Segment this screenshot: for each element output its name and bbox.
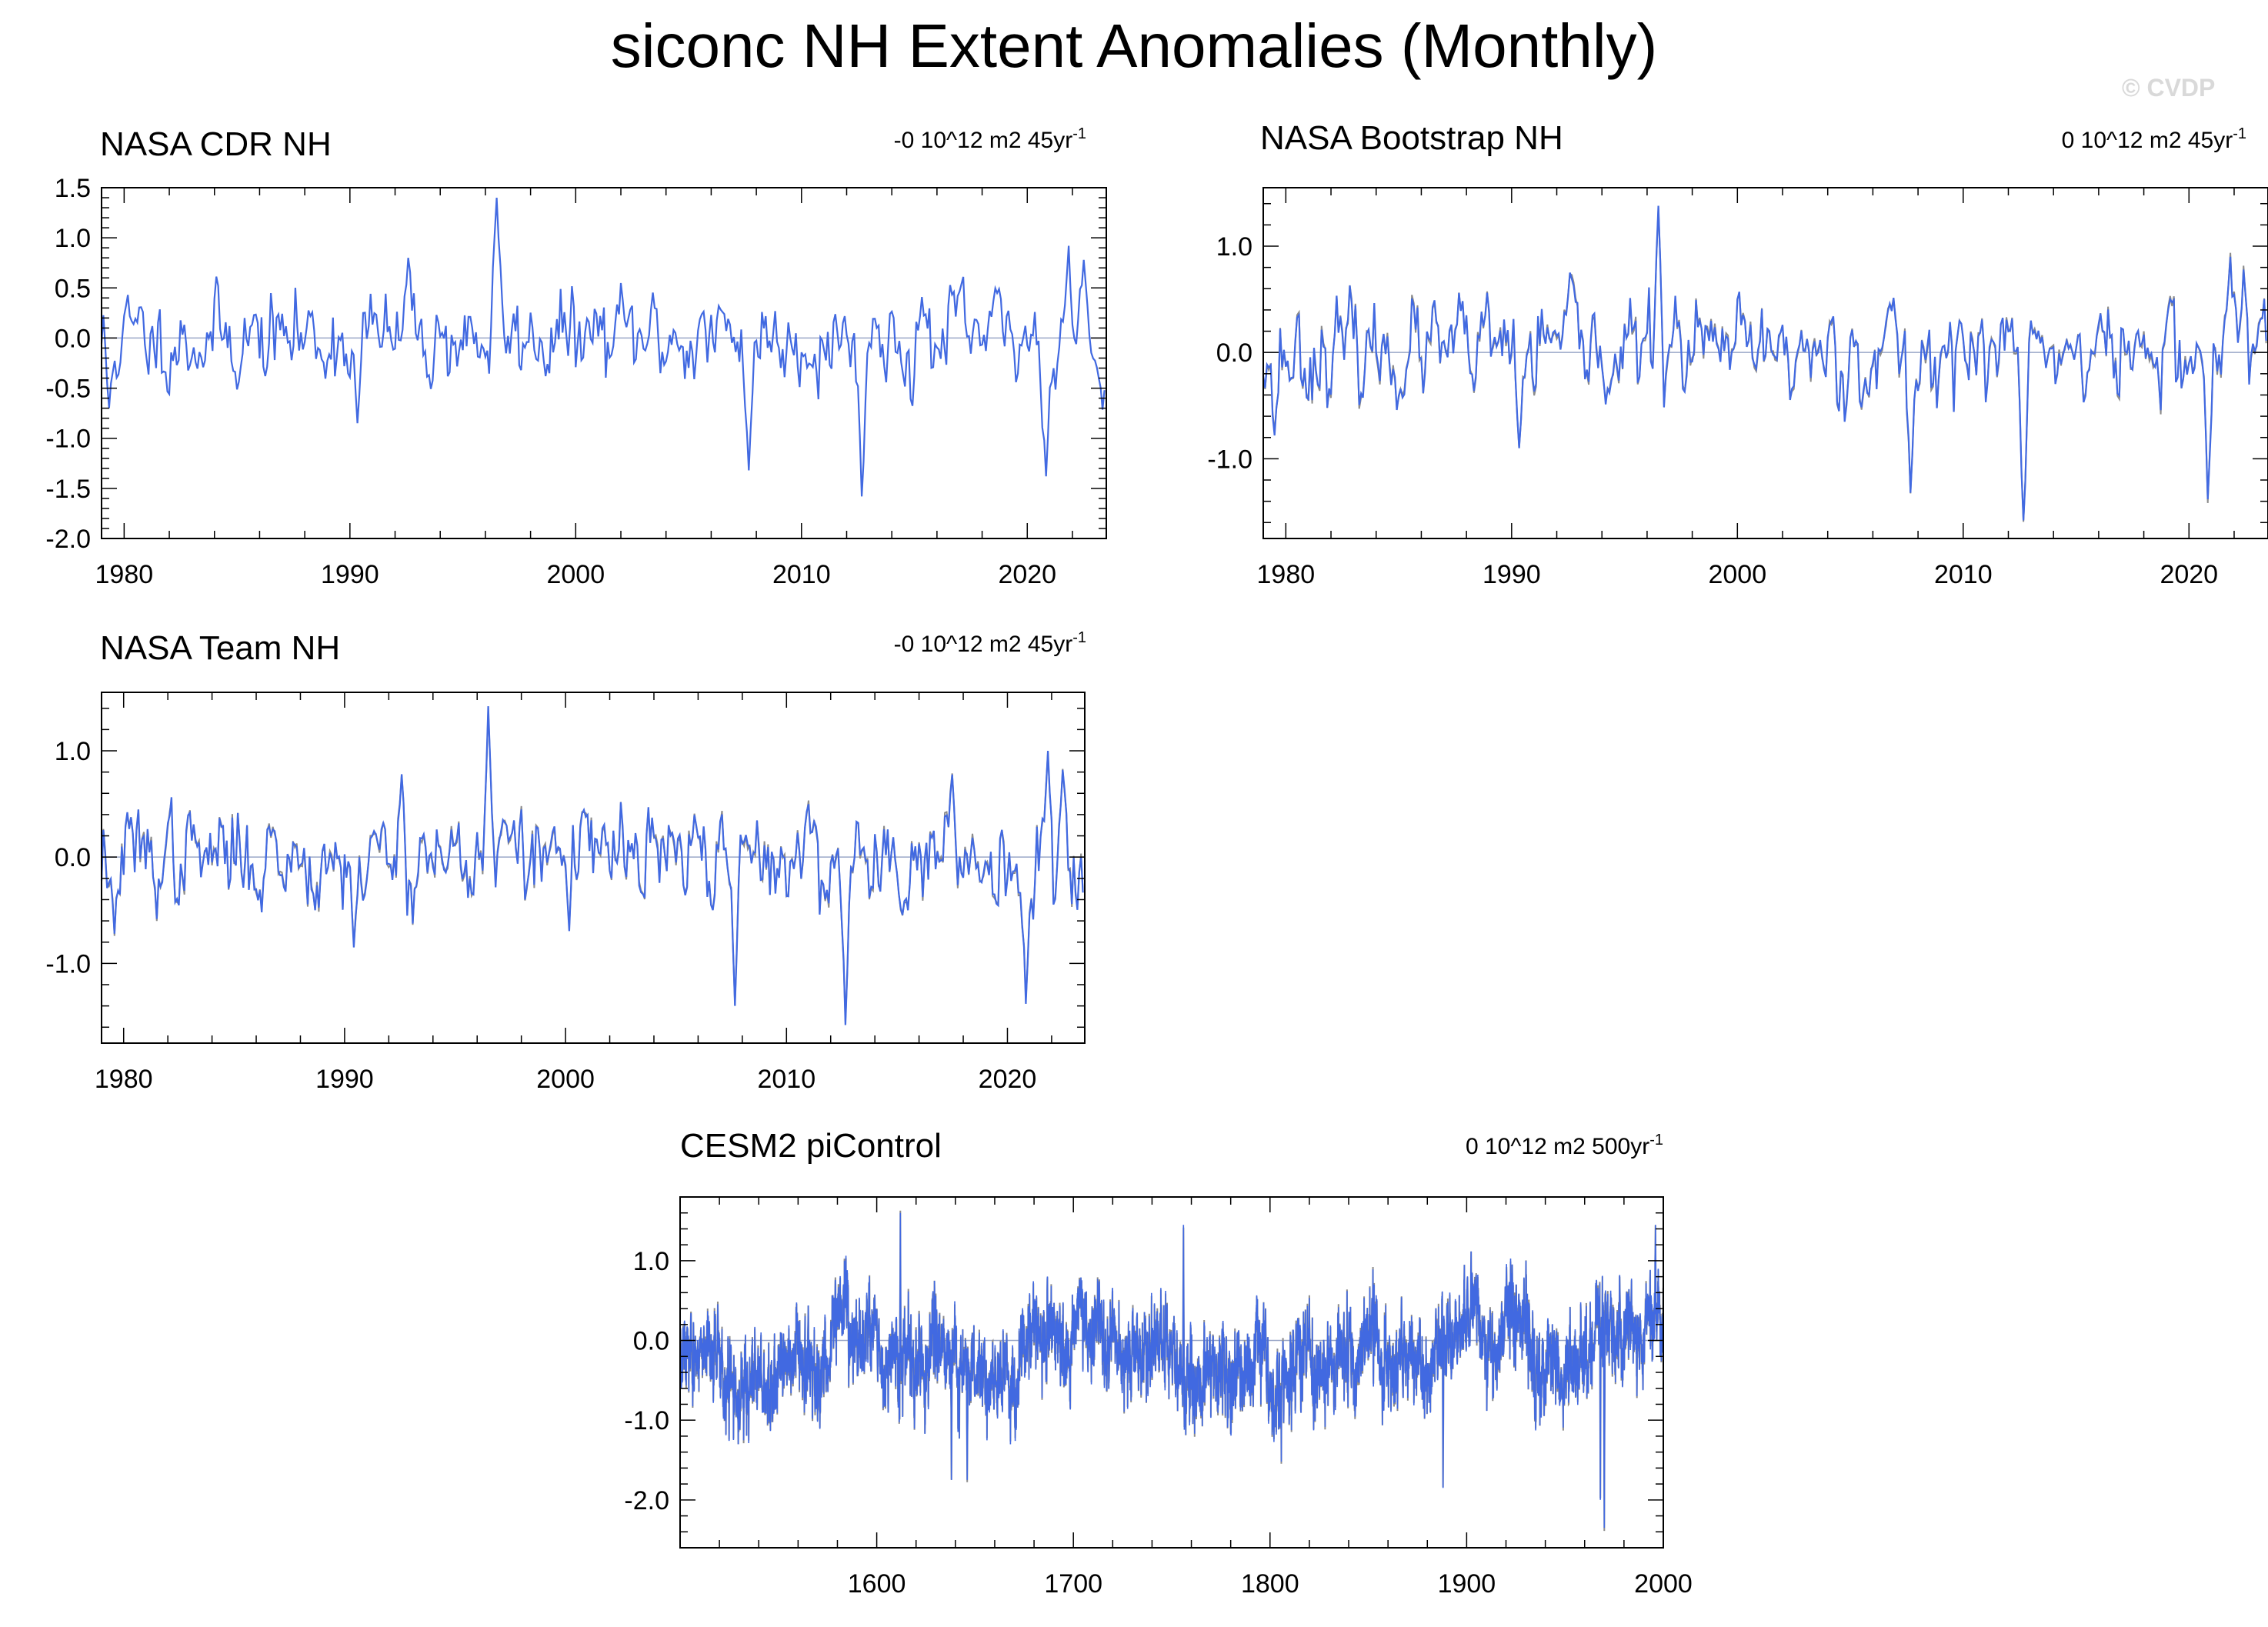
y-tick-label: -2.0 [624,1486,669,1515]
y-tick-label: -1.0 [45,425,91,454]
plot-frame [1262,187,2268,539]
x-tick-label: 2020 [998,560,1056,589]
series-line [1262,205,2267,521]
x-tick-label: 2000 [536,1065,595,1094]
y-tick-label: 1.0 [1216,232,1252,262]
x-tick-label: 1990 [315,1065,374,1094]
x-tick-label: 1600 [848,1569,906,1599]
panel-title: NASA Team NH [100,629,340,667]
panel-trend-label: 0 10^12 m2 500yr-1 [1466,1132,1663,1159]
x-tick-label: 1800 [1241,1569,1299,1599]
x-tick-label: 2020 [979,1065,1037,1094]
panel-title: NASA Bootstrap NH [1260,119,1563,157]
x-tick-label: 1900 [1438,1569,1496,1599]
plot-frame [101,692,1086,1044]
x-tick-label: 1980 [95,1065,153,1094]
series-line [100,197,1106,497]
x-tick-label: 2020 [2160,560,2218,589]
y-tick-label: 1.0 [55,224,91,253]
y-tick-label: -1.0 [45,949,91,979]
x-tick-label: 1700 [1044,1569,1102,1599]
series-line [100,705,1084,1025]
panel-trend-label: 0 10^12 m2 45yr-1 [2062,125,2246,153]
chart-panel-2: NASA Bootstrap NH 0 10^12 m2 45yr-1 1.0 0.0… [1207,119,2268,589]
x-tick-label: 1990 [321,560,379,589]
plot-frame [101,187,1107,539]
x-tick-label: 1980 [95,560,154,589]
chart-panel-4: CESM2 piControl 0 10^12 m2 500yr-1 1.0 0.0 -… [624,1127,1692,1599]
watermark: © CVDP [2122,74,2216,102]
page-title: siconc NH Extent Anomalies (Monthly) [610,12,1658,80]
y-tick-label: 1.0 [633,1247,669,1276]
x-tick-label: 1990 [1483,560,1541,589]
series-line [679,1212,1664,1529]
y-tick-label: -1.0 [1207,445,1252,474]
y-tick-label: 0.0 [1216,338,1252,368]
chart-panel-3: NASA Team NH -0 10^12 m2 45yr-1 1.0 0.0 -1.0… [45,629,1086,1094]
y-tick-label: 0.0 [633,1327,669,1356]
x-tick-label: 2010 [1934,560,1993,589]
y-tick-label: 1.5 [55,174,91,203]
y-tick-label: -1.0 [624,1406,669,1435]
y-tick-label: -2.0 [45,525,91,554]
panel-trend-label: -0 10^12 m2 45yr-1 [894,629,1086,657]
chart-panel-1: NASA CDR NH -0 10^12 m2 45yr-1 1.5 1.0 0.5 0.… [45,125,1107,589]
y-tick-label: -0.5 [45,375,91,404]
panel-title: NASA CDR NH [100,125,332,163]
y-tick-label: 0.0 [55,324,91,353]
x-tick-label: 1980 [1257,560,1316,589]
x-tick-label: 2000 [1634,1569,1693,1599]
y-tick-label: 0.0 [55,843,91,872]
panel-title: CESM2 piControl [680,1127,942,1165]
y-tick-label: 0.5 [55,274,91,303]
x-tick-label: 2010 [757,1065,815,1094]
panel-trend-label: -0 10^12 m2 45yr-1 [894,125,1086,153]
y-tick-label: -1.5 [45,475,91,504]
x-tick-label: 2000 [1708,560,1766,589]
x-tick-label: 2000 [546,560,605,589]
y-tick-label: 1.0 [55,737,91,766]
x-tick-label: 2010 [772,560,831,589]
